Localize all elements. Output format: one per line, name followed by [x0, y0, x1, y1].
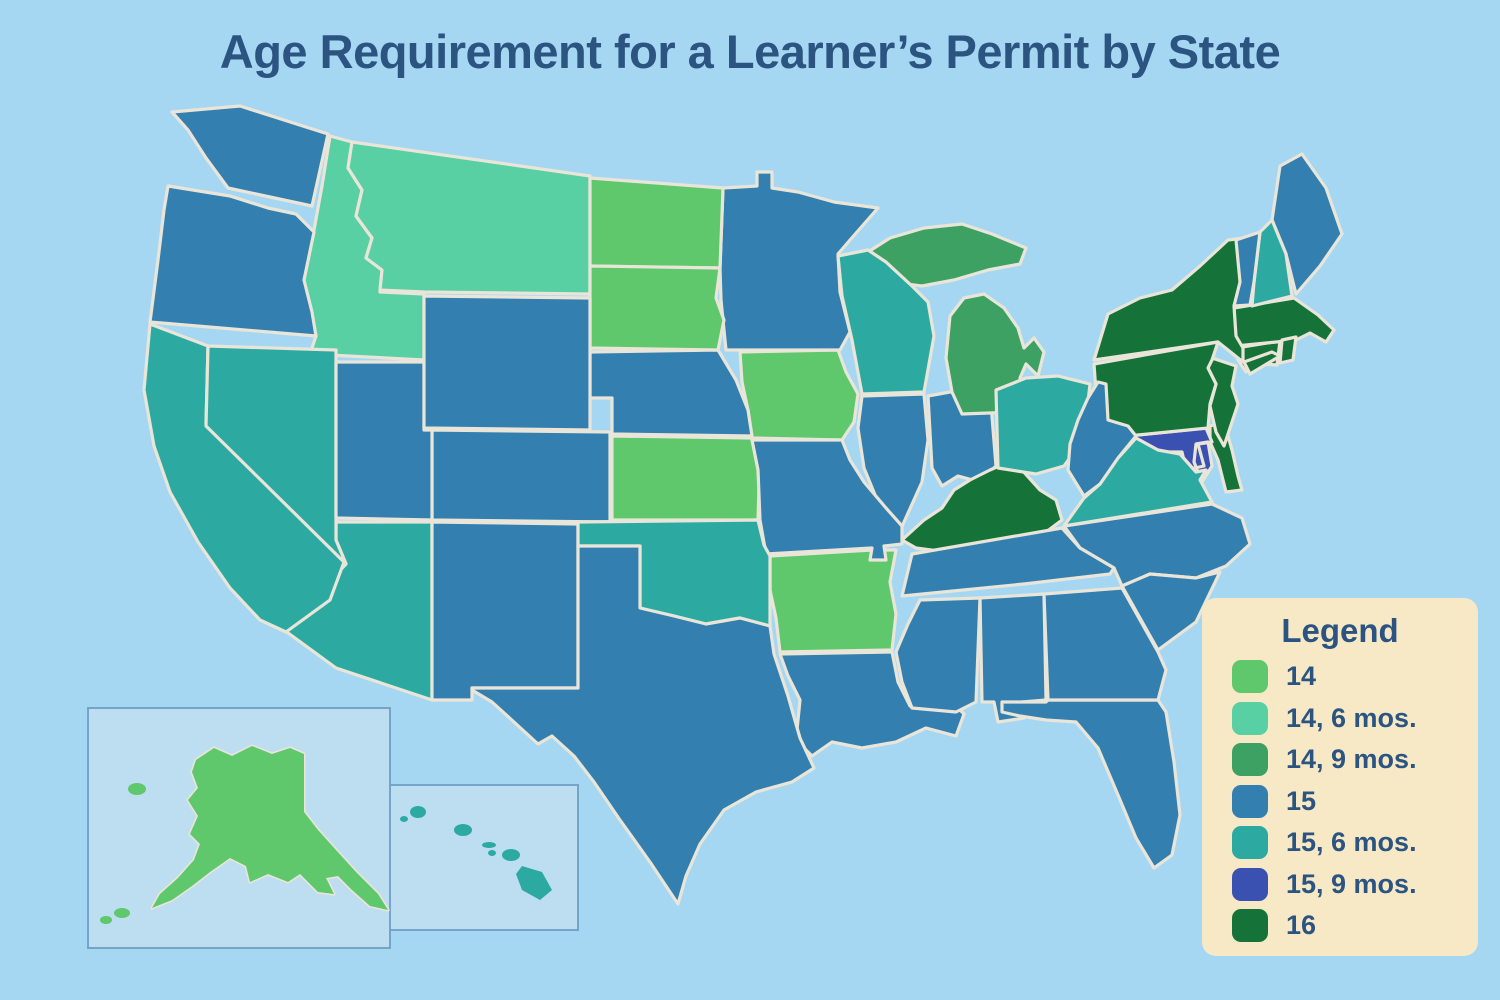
- insets-layer: [100, 746, 552, 924]
- state-nd: [588, 176, 725, 270]
- legend-row: 14, 6 mos.: [1202, 701, 1478, 735]
- legend-label: 15, 9 mos.: [1286, 868, 1417, 899]
- legend-label: 14, 6 mos.: [1286, 702, 1417, 733]
- state-wa: [170, 104, 330, 208]
- legend-swatch: [1232, 784, 1268, 818]
- state-la: [778, 650, 966, 758]
- inset-boxes: [87, 707, 579, 949]
- state-nv: [204, 344, 348, 566]
- state-vt: [1232, 230, 1262, 308]
- legend-row: 15, 6 mos.: [1202, 826, 1478, 859]
- legend-row: 14, 9 mos.: [1202, 743, 1478, 776]
- legend-items: 14 14, 6 mos. 14, 9 mos. 15 15, 6 mos. 15, 9 …: [1202, 660, 1478, 942]
- legend-swatch: [1232, 743, 1268, 776]
- state-wi: [836, 248, 936, 396]
- alaska-island: [114, 908, 130, 918]
- state-wy: [422, 294, 592, 432]
- state-tx: [470, 544, 816, 906]
- legend-panel: Legend 14 14, 6 mos. 14, 9 mos. 15 15, 6 mos…: [1202, 598, 1478, 956]
- state-tn: [900, 526, 1116, 598]
- page-title: Age Requirement for a Learner’s Permit b…: [219, 25, 1281, 78]
- legend-label: 15: [1286, 785, 1317, 816]
- legend-title: Legend: [1281, 612, 1399, 649]
- state-ri: [1278, 335, 1298, 365]
- state-sc: [1120, 570, 1222, 652]
- state-or: [148, 184, 318, 338]
- legend-swatch: [1232, 660, 1268, 693]
- state-ia: [738, 348, 860, 442]
- state-ks: [610, 434, 762, 522]
- legend-swatch: [1232, 701, 1268, 735]
- legend-swatch: [1232, 826, 1268, 859]
- alaska-island: [128, 783, 146, 795]
- legend-swatch: [1232, 867, 1268, 901]
- state-ut: [334, 360, 434, 522]
- state-hi: [400, 816, 408, 822]
- state-ma: [1232, 296, 1336, 348]
- legend-swatch: [1232, 909, 1268, 942]
- legend-label: 15, 6 mos.: [1286, 827, 1417, 857]
- legend-row: 16: [1202, 909, 1478, 942]
- state-ne: [588, 348, 754, 438]
- legend-row: 14: [1202, 660, 1478, 693]
- state-sd: [588, 264, 726, 352]
- state-hi: [410, 806, 426, 818]
- state-mn: [718, 170, 880, 352]
- state-hi: [482, 842, 496, 848]
- state-hi: [516, 866, 552, 900]
- state-hi: [502, 849, 520, 861]
- state-ms: [894, 596, 982, 714]
- state-fl: [1000, 698, 1182, 870]
- legend-row: 15, 9 mos.: [1202, 867, 1478, 901]
- alaska-island: [100, 916, 112, 924]
- state-hi: [488, 850, 496, 856]
- state-co: [430, 428, 612, 524]
- state-ar: [768, 548, 898, 654]
- state-hi: [454, 824, 472, 836]
- state-nm: [430, 520, 580, 702]
- state-ak: [152, 746, 388, 910]
- legend-label: 14: [1286, 661, 1317, 691]
- state-wv: [1066, 380, 1138, 498]
- state-mt: [346, 140, 592, 296]
- legend-label: 16: [1286, 910, 1317, 940]
- legend-label: 14, 9 mos.: [1286, 744, 1417, 774]
- legend-row: 15: [1202, 784, 1478, 818]
